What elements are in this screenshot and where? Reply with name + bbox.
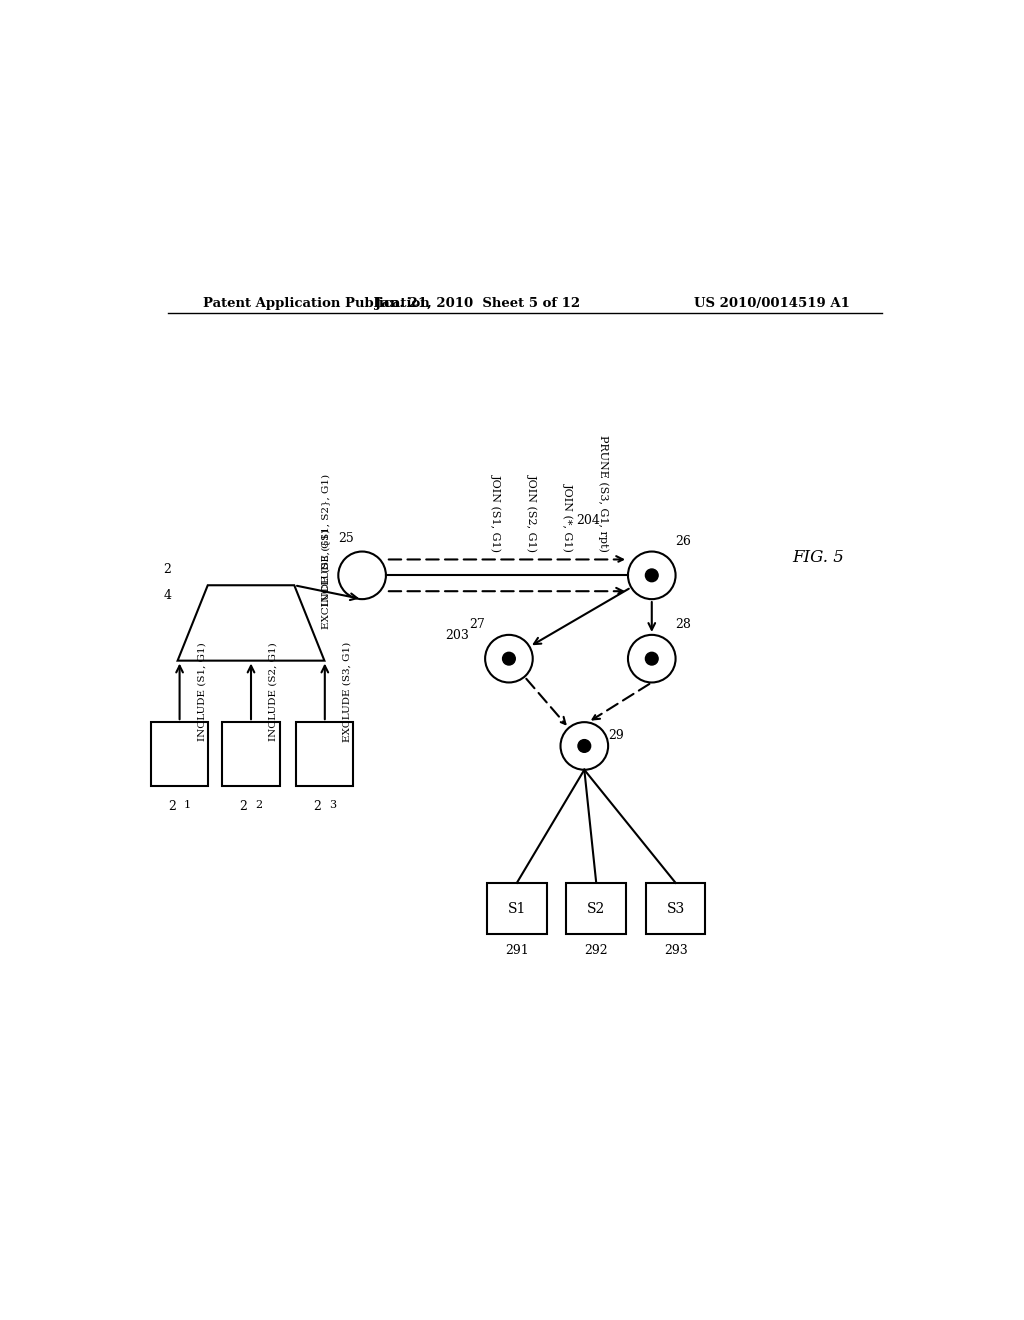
Text: 291: 291 [505, 944, 528, 957]
Text: 2: 2 [240, 800, 247, 813]
Circle shape [503, 652, 515, 665]
Text: 2: 2 [164, 562, 171, 576]
Text: JOIN (*, G1): JOIN (*, G1) [562, 483, 573, 552]
Text: S3: S3 [667, 902, 685, 916]
Text: 293: 293 [664, 944, 687, 957]
Text: Patent Application Publication: Patent Application Publication [204, 297, 430, 310]
Text: 29: 29 [608, 729, 624, 742]
Text: INCLUDE (S2, G1): INCLUDE (S2, G1) [268, 642, 278, 741]
Text: S1: S1 [508, 902, 526, 916]
Text: 203: 203 [445, 628, 469, 642]
Circle shape [645, 569, 658, 582]
Text: 2: 2 [168, 800, 175, 813]
Bar [487, 883, 547, 935]
Text: S2: S2 [587, 902, 605, 916]
Text: US 2010/0014519 A1: US 2010/0014519 A1 [694, 297, 850, 310]
Text: JOIN (S2, G1): JOIN (S2, G1) [526, 474, 538, 552]
Text: 292: 292 [585, 944, 608, 957]
Text: INCLUDE ({S1, S2}, G1): INCLUDE ({S1, S2}, G1) [322, 474, 331, 606]
Text: EXCLUDE (S3, G1): EXCLUDE (S3, G1) [322, 529, 331, 630]
Text: 204: 204 [577, 513, 600, 527]
Circle shape [645, 652, 658, 665]
Text: FIG. 5: FIG. 5 [793, 549, 845, 565]
Text: 28: 28 [676, 618, 691, 631]
Text: INCLUDE (S1, G1): INCLUDE (S1, G1) [197, 642, 206, 741]
Bar [296, 722, 353, 785]
Bar [646, 883, 706, 935]
Bar [222, 722, 280, 785]
Bar [151, 722, 208, 785]
Text: 26: 26 [676, 535, 691, 548]
Text: 2: 2 [255, 800, 262, 810]
Circle shape [578, 739, 591, 752]
Text: JOIN (S1, G1): JOIN (S1, G1) [492, 474, 502, 552]
Text: 1: 1 [184, 800, 191, 810]
Text: EXCLUDE (S3, G1): EXCLUDE (S3, G1) [342, 642, 351, 742]
Text: Jan. 21, 2010  Sheet 5 of 12: Jan. 21, 2010 Sheet 5 of 12 [375, 297, 580, 310]
Text: 4: 4 [163, 589, 171, 602]
Bar [566, 883, 626, 935]
Text: 2: 2 [313, 800, 321, 813]
Text: PRUNE (S3, G1, rpt): PRUNE (S3, G1, rpt) [598, 434, 609, 552]
Text: 3: 3 [329, 800, 336, 810]
Text: 27: 27 [469, 618, 485, 631]
Text: 25: 25 [338, 532, 354, 545]
